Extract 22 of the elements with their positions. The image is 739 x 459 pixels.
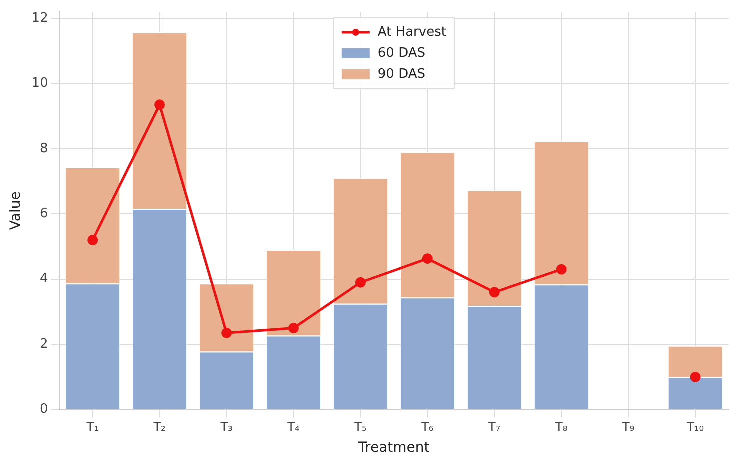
x-tick-label: T₁ [86, 420, 100, 434]
x-tick-label: T₄ [286, 420, 300, 434]
y-tick-label: 10 [32, 76, 48, 92]
legend-label: At Harvest [378, 24, 446, 40]
x-tick-label: T₈ [554, 420, 568, 434]
y-tick-label: 2 [40, 336, 48, 352]
x-tick-label: T₅ [354, 420, 367, 434]
y-axis-title: Value [8, 192, 24, 230]
x-tick-label: T₃ [220, 420, 234, 434]
x-tick-label: T₉ [621, 420, 635, 434]
y-tick-label: 4 [40, 272, 48, 287]
x-tick-label: T₇ [488, 420, 501, 434]
y-tick-label: 0 [40, 402, 48, 418]
legend-label: 60 DAS [378, 46, 426, 61]
x-tick-label: T₁₀ [686, 420, 704, 434]
y-tick-label: 12 [32, 10, 48, 26]
y-tick-label: 8 [40, 141, 48, 156]
legend-label: 90 DAS [378, 66, 426, 82]
x-axis-title: Treatment [358, 440, 430, 456]
x-tick-label: T₆ [420, 420, 434, 434]
x-tick-label: T₂ [152, 420, 166, 434]
y-tick-label: 6 [40, 206, 48, 222]
